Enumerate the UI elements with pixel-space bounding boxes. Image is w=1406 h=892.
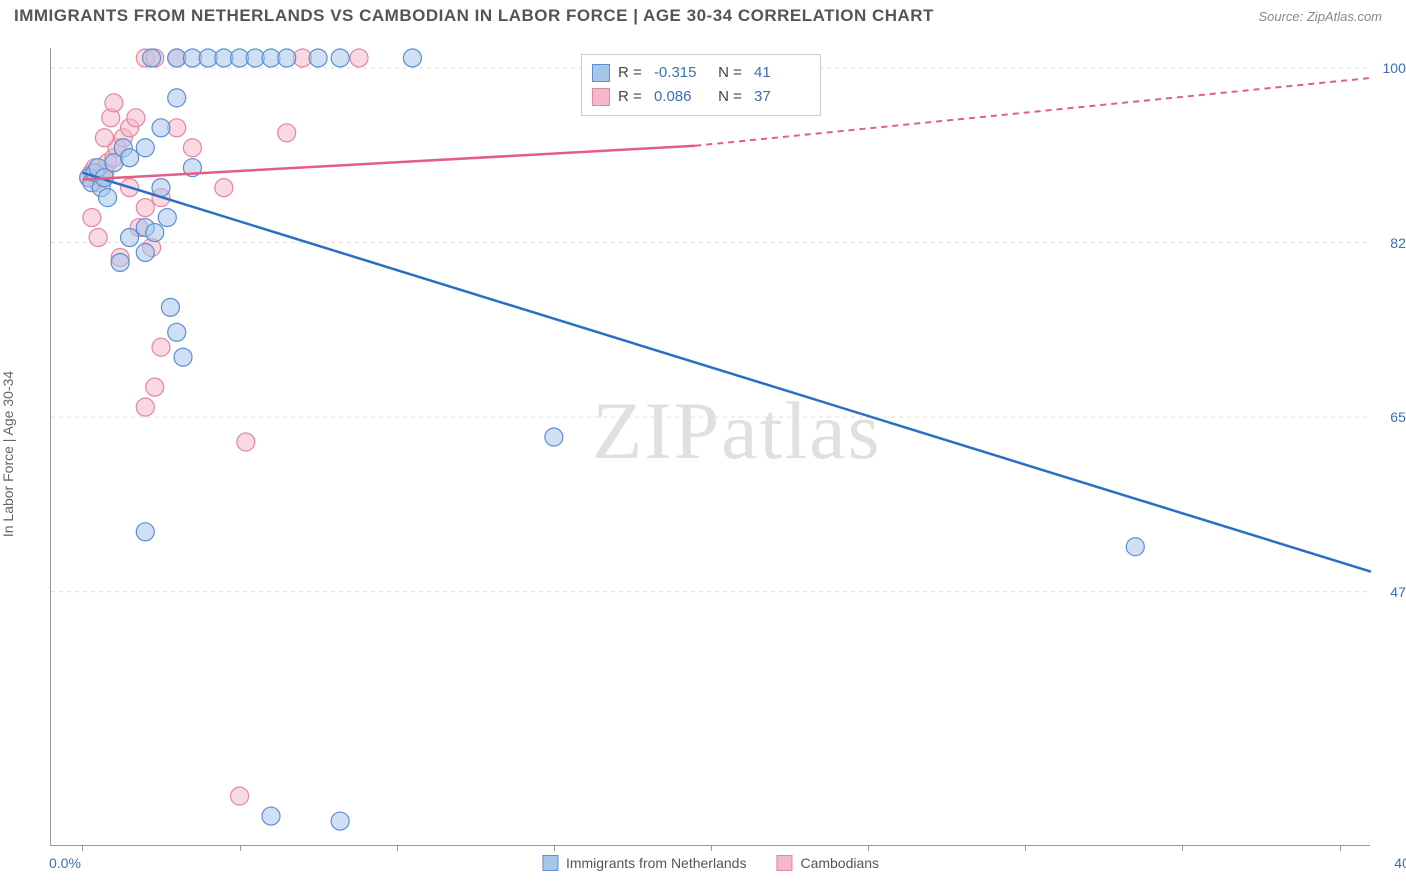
scatter-plot-svg [51,48,1370,845]
stats-r2: 0.086 [654,85,706,109]
legend-swatch-blue [542,855,558,871]
y-tick-label: 100.0% [1383,60,1406,76]
x-tick [711,845,712,851]
stats-box: R = -0.315 N = 41 R = 0.086 N = 37 [581,54,821,116]
chart-plot-area: ZIPatlas 47.5%65.0%82.5%100.0% 0.0% 40.0… [50,48,1370,846]
y-tick-label: 65.0% [1390,409,1406,425]
source-label: Source: ZipAtlas.com [1258,9,1382,24]
x-tick [868,845,869,851]
x-tick [240,845,241,851]
x-tick [1340,845,1341,851]
x-tick [397,845,398,851]
stats-swatch-blue [592,64,610,82]
y-axis-label: In Labor Force | Age 30-34 [0,371,16,537]
legend-label-series1: Immigrants from Netherlands [566,855,747,871]
stats-row-series1: R = -0.315 N = 41 [592,61,806,85]
y-tick-label: 47.5% [1390,584,1406,600]
x-tick [1182,845,1183,851]
stats-n2: 37 [754,85,806,109]
stats-r1: -0.315 [654,61,706,85]
legend-label-series2: Cambodians [800,855,879,871]
chart-title: IMMIGRANTS FROM NETHERLANDS VS CAMBODIAN… [14,6,934,26]
stats-row-series2: R = 0.086 N = 37 [592,85,806,109]
x-axis-max-label: 40.0% [1394,855,1406,871]
stats-swatch-pink [592,88,610,106]
legend-bottom: Immigrants from Netherlands Cambodians [542,855,879,871]
stats-n1: 41 [754,61,806,85]
legend-item-series1: Immigrants from Netherlands [542,855,747,871]
x-tick [1025,845,1026,851]
legend-swatch-pink [776,855,792,871]
legend-item-series2: Cambodians [776,855,879,871]
x-tick [554,845,555,851]
x-axis-min-label: 0.0% [49,855,81,871]
y-tick-label: 82.5% [1390,235,1406,251]
x-tick [82,845,83,851]
